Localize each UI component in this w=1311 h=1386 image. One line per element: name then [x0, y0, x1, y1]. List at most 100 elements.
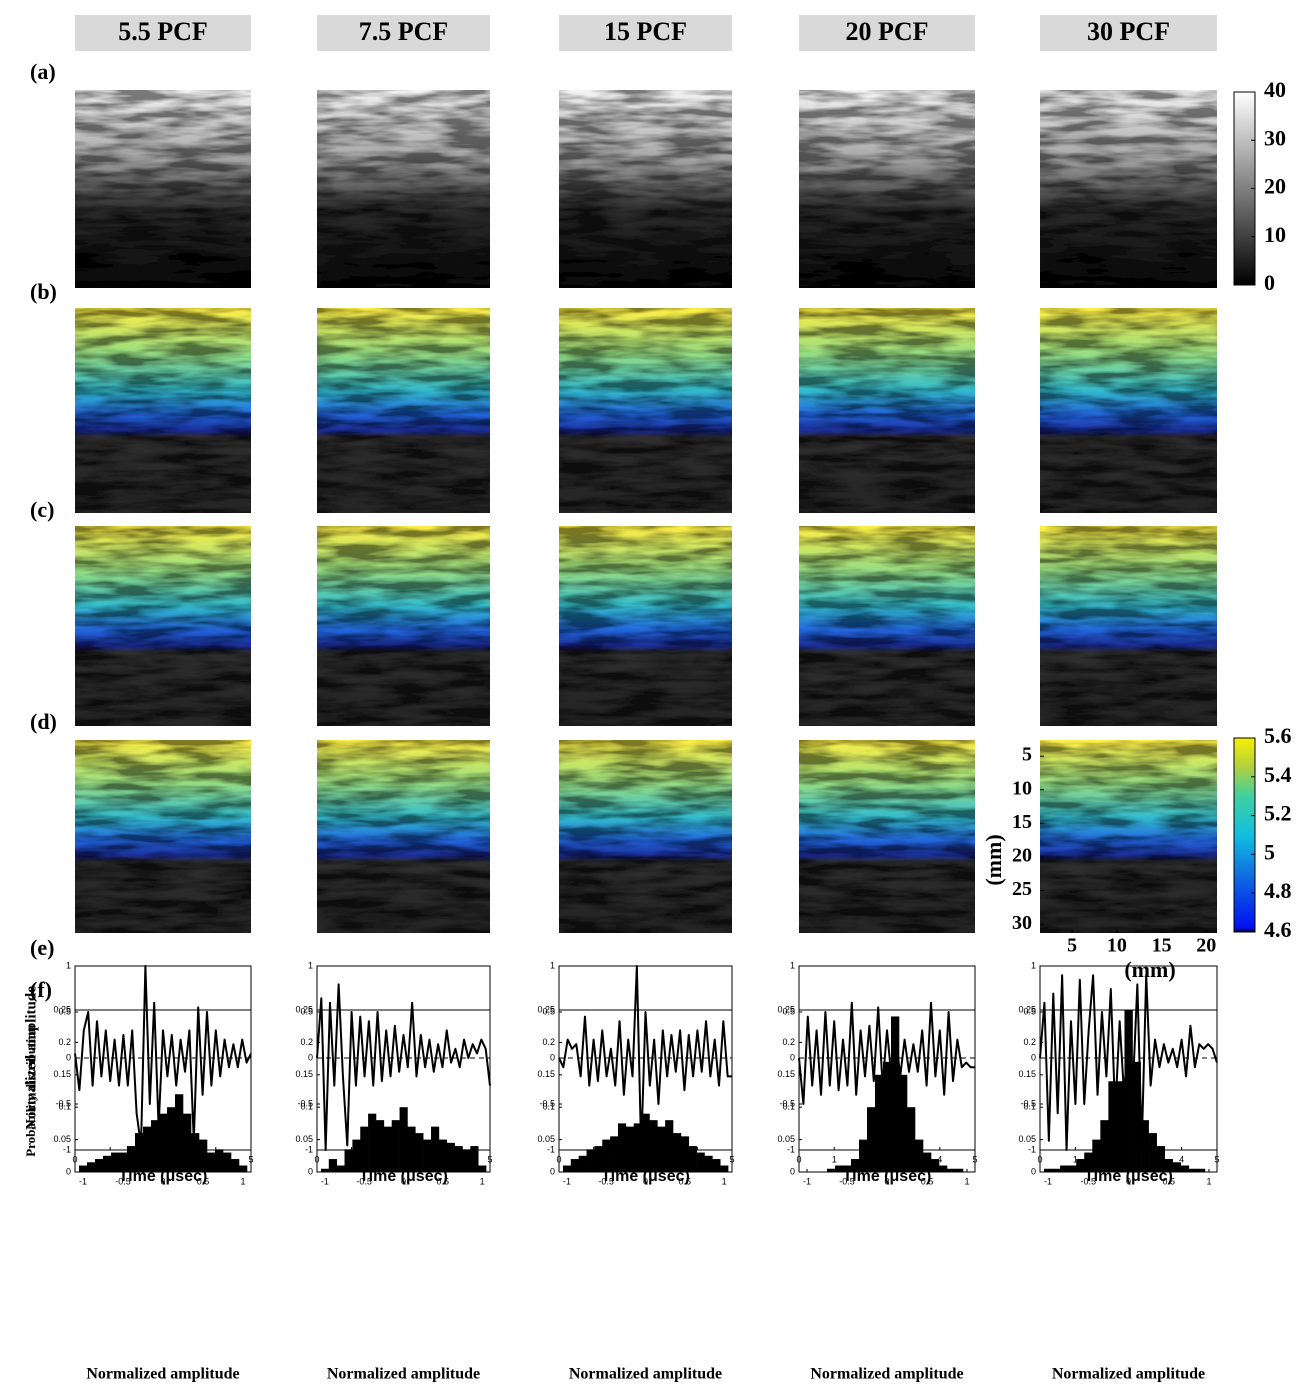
- histogram-bar: [915, 1139, 924, 1172]
- y-tick-label: 0.2: [300, 1037, 313, 1047]
- histogram-bar: [665, 1120, 674, 1172]
- histogram-bar: [696, 1152, 705, 1172]
- histogram-bar: [1156, 1146, 1166, 1172]
- y-tick-label: 10: [1012, 777, 1032, 799]
- colorbar: [1233, 737, 1256, 933]
- header-box: [559, 15, 732, 51]
- y-tick-label: 0.1: [58, 1102, 71, 1112]
- histogram-bar: [1180, 1165, 1190, 1172]
- histogram-bar: [947, 1168, 956, 1172]
- y-tick-label: 30: [1012, 912, 1032, 934]
- histogram-bar: [923, 1152, 932, 1172]
- header-box: [317, 15, 490, 51]
- colorbar-tick-label: 5.2: [1264, 801, 1292, 826]
- histogram-bar: [135, 1133, 144, 1172]
- histogram-bar: [344, 1149, 353, 1172]
- histogram-bar: [1084, 1152, 1093, 1172]
- y-tick-label: 0.15: [295, 1069, 313, 1079]
- x-tick-label: 0.5: [437, 1176, 450, 1186]
- histogram-bar: [827, 1168, 836, 1172]
- x-tick-label: 1: [964, 1176, 969, 1186]
- histogram-bar: [688, 1146, 697, 1172]
- image: [317, 740, 490, 933]
- y-tick-label: 0.15: [1018, 1069, 1036, 1079]
- y-tick-label: 0.05: [53, 1134, 71, 1144]
- y-tick-label: 0: [66, 1166, 71, 1176]
- histogram-bar: [79, 1165, 88, 1172]
- x-axis-label: Normalized amplitude: [569, 1366, 722, 1383]
- x-tick-label: 1: [832, 1154, 837, 1164]
- histogram-bar: [859, 1139, 868, 1172]
- image: [1040, 90, 1217, 288]
- y-tick-label: 0: [550, 1052, 555, 1062]
- y-tick-label: 0.5: [542, 1006, 555, 1016]
- histogram-bar: [875, 1074, 884, 1172]
- x-tick-label: 0: [1126, 1176, 1131, 1186]
- column-header: 20 PCF: [845, 17, 928, 46]
- y-tick-label: -0.5: [55, 1098, 71, 1108]
- y-tick-label: 0.15: [537, 1069, 555, 1079]
- histogram-bar: [391, 1120, 400, 1172]
- histogram-bar: [633, 1123, 642, 1172]
- colorbar-tick-label: 40: [1264, 77, 1286, 102]
- histogram-bar: [680, 1136, 690, 1172]
- y-tick-label: 0: [550, 1166, 555, 1176]
- histogram-bar: [867, 1107, 876, 1172]
- y-axis-label: Normalized amplitude: [23, 986, 39, 1130]
- waveform: [74, 965, 252, 1147]
- histogram-bar: [939, 1165, 948, 1172]
- y-tick-label: 0.05: [777, 1134, 795, 1144]
- x-tick-label: 4: [937, 1154, 942, 1164]
- histogram-bar: [1100, 1120, 1109, 1172]
- histogram-bar: [119, 1152, 128, 1172]
- histogram-bar: [1068, 1165, 1077, 1172]
- histogram-bar: [223, 1152, 232, 1172]
- panel-label: (f): [30, 977, 52, 1002]
- image: [559, 308, 732, 513]
- histogram-bar: [617, 1123, 627, 1172]
- y-tick-label: 0.5: [782, 1006, 795, 1016]
- axes-frame: [798, 1009, 976, 1173]
- panel-label: (c): [30, 497, 54, 522]
- histogram-bar: [851, 1159, 860, 1172]
- y-tick-label: 0.2: [58, 1037, 71, 1047]
- x-tick-label: -0.5: [1081, 1176, 1097, 1186]
- y-tick-label: 0.05: [295, 1134, 313, 1144]
- y-tick-label: -1: [63, 1144, 71, 1154]
- histogram-bar: [87, 1162, 96, 1172]
- y-tick-label: 20: [1012, 845, 1032, 867]
- x-tick-label: -1: [79, 1176, 87, 1186]
- image: [75, 90, 251, 288]
- y-tick-label: 0: [308, 1052, 313, 1062]
- y-tick-label: 1: [66, 960, 71, 970]
- panel-label: (a): [30, 59, 56, 84]
- histogram-bar: [454, 1146, 463, 1172]
- histogram-bar: [594, 1146, 603, 1172]
- y-tick-label: 0.25: [777, 1004, 795, 1014]
- y-tick-label: 0: [308, 1166, 313, 1176]
- colorbar-tick-label: 4.6: [1264, 917, 1292, 942]
- x-tick-label: 0: [160, 1176, 165, 1186]
- histogram-bar: [641, 1113, 650, 1172]
- y-tick-label: -0.5: [297, 1098, 313, 1108]
- histogram-bar: [183, 1113, 192, 1172]
- histogram-bar: [328, 1159, 337, 1172]
- histogram-bar: [383, 1126, 393, 1172]
- y-tick-label: 0: [790, 1052, 795, 1062]
- y-tick-label: 0.2: [782, 1037, 795, 1047]
- colorbar-tick-label: 0: [1264, 270, 1275, 295]
- axes-frame: [316, 1009, 491, 1173]
- y-tick-label: 0.5: [1023, 1006, 1036, 1016]
- image: [1040, 526, 1217, 726]
- y-tick-label: 0: [1031, 1166, 1036, 1176]
- x-axis-label: Normalized amplitude: [810, 1366, 963, 1383]
- y-tick-label: -1: [787, 1144, 795, 1154]
- y-tick-label: -1: [1028, 1144, 1036, 1154]
- x-axis-label: Normalized amplitude: [86, 1366, 239, 1383]
- histogram-bar: [103, 1155, 112, 1172]
- y-tick-label: 0.15: [777, 1069, 795, 1079]
- histogram-bar: [625, 1126, 635, 1172]
- histogram-bar: [360, 1126, 369, 1172]
- y-tick-label: 5: [1022, 744, 1032, 766]
- histogram-bar: [320, 1168, 330, 1172]
